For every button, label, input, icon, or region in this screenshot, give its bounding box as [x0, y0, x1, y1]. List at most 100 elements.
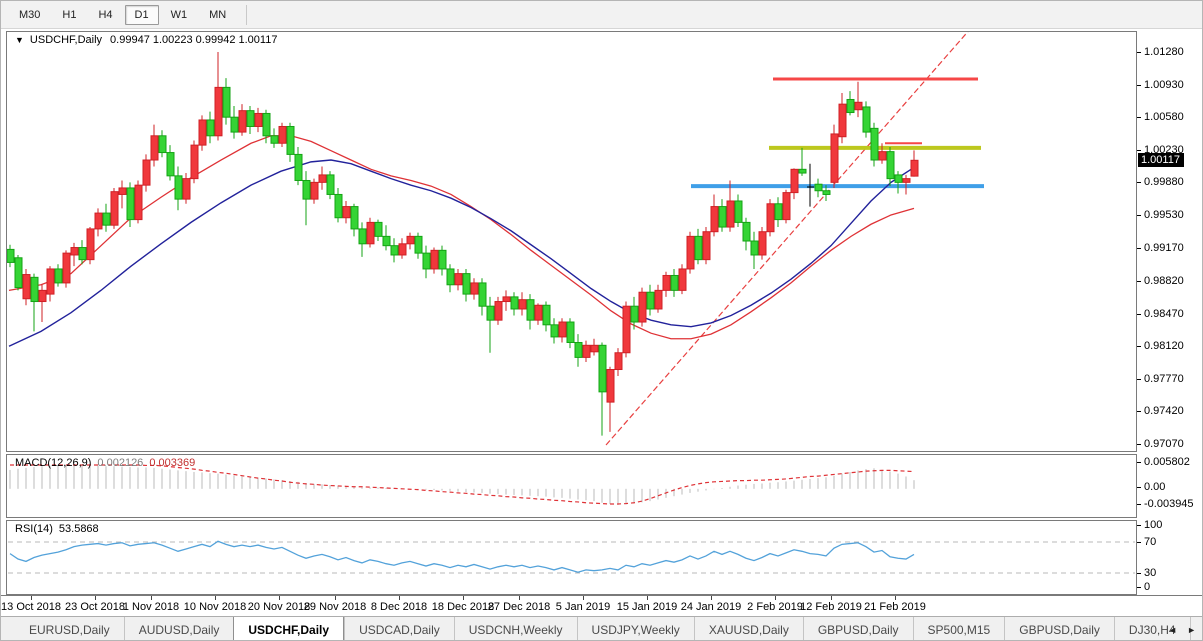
- axis-tick: [1137, 182, 1141, 183]
- timeframe-toolbar: M30 H1 H4 D1 W1 MN: [1, 1, 1202, 29]
- chart-tab-gbpusd-daily[interactable]: GBPUSD,Daily: [1004, 617, 1114, 640]
- macd-indicator-pane[interactable]: MACD(12,26,9) 0.002126 0.003369: [6, 454, 1137, 518]
- price-axis-label: 0.98120: [1144, 340, 1184, 352]
- time-axis-tick: [31, 596, 32, 600]
- rsi-indicator-pane[interactable]: RSI(14) 53.5868: [6, 520, 1137, 595]
- price-axis[interactable]: 1.01280 1.00930 1.00580 1.00230 0.99880 0.995…: [1137, 31, 1202, 595]
- time-axis-label: 23 Oct 2018: [65, 601, 125, 613]
- price-axis-label: 0.97070: [1144, 438, 1184, 450]
- axis-tick: [1137, 346, 1141, 347]
- chart-tab-usdchf-daily[interactable]: USDCHF,Daily: [233, 617, 345, 640]
- axis-tick: [1137, 573, 1141, 574]
- chart-tab-dj30-h4[interactable]: DJ30,H4: [1113, 617, 1190, 640]
- chart-dropdown-icon[interactable]: ▼: [15, 35, 24, 45]
- rsi-axis-label: 0: [1144, 581, 1151, 593]
- timeframe-button-mn[interactable]: MN: [209, 8, 227, 21]
- macd-axis-label: -0.003945: [1144, 498, 1194, 510]
- axis-tick: [1137, 542, 1141, 543]
- axis-tick: [1137, 150, 1141, 151]
- price-axis-label: 0.99170: [1144, 242, 1184, 254]
- rsi-value: 53.5868: [58, 523, 99, 535]
- macd-signal-value: 0.003369: [149, 457, 196, 469]
- chart-tab-audusd-daily[interactable]: AUDUSD,Daily: [123, 617, 234, 640]
- chart-tab-xauusd-daily[interactable]: XAUUSD,Daily: [693, 617, 803, 640]
- rsi-axis-label: 100: [1144, 519, 1163, 531]
- time-axis-label: 12 Feb 2019: [800, 601, 862, 613]
- time-axis-label: 10 Nov 2018: [183, 601, 247, 613]
- axis-tick: [1137, 248, 1141, 249]
- time-axis-label: 21 Feb 2019: [864, 601, 926, 613]
- timeframe-button-m30[interactable]: M30: [19, 8, 41, 21]
- time-axis-tick: [463, 596, 464, 600]
- macd-axis-label: 0.00: [1144, 481, 1166, 493]
- timeframe-button-h4[interactable]: H4: [98, 8, 113, 21]
- axis-tick: [1137, 462, 1141, 463]
- chart-ohlc-values: 0.99947 1.00223 0.99942 1.00117: [110, 34, 278, 46]
- axis-tick: [1137, 52, 1141, 53]
- time-axis-label: 24 Jan 2019: [680, 601, 742, 613]
- axis-tick: [1137, 411, 1141, 412]
- axis-tick: [1137, 587, 1141, 588]
- chart-tab-usdjpy-weekly[interactable]: USDJPY,Weekly: [576, 617, 694, 640]
- time-axis-tick: [831, 596, 832, 600]
- macd-signal-line: [10, 464, 915, 505]
- time-axis-tick: [711, 596, 712, 600]
- time-axis[interactable]: 13 Oct 2018 23 Oct 2018 1 Nov 2018 10 Nov 2…: [1, 595, 1202, 617]
- price-chart-pane[interactable]: ▼ USDCHF,Daily 0.99947 1.00223 0.99942 1…: [6, 31, 1137, 452]
- chart-title: ▼ USDCHF,Daily 0.99947 1.00223 0.99942 1…: [15, 34, 277, 46]
- axis-tick: [1137, 85, 1141, 86]
- rsi-chart: [8, 540, 1135, 574]
- time-axis-tick: [583, 596, 584, 600]
- time-axis-label: 13 Oct 2018: [1, 601, 61, 613]
- time-axis-tick: [519, 596, 520, 600]
- timeframe-button-d1[interactable]: D1: [124, 4, 159, 25]
- price-axis-label: 0.99880: [1144, 176, 1184, 188]
- price-axis-label: 0.98470: [1144, 308, 1184, 320]
- time-axis-tick: [215, 596, 216, 600]
- time-axis-label: 20 Nov 2018: [247, 601, 311, 613]
- time-axis-label: 15 Jan 2019: [616, 601, 678, 613]
- time-axis-tick: [335, 596, 336, 600]
- chart-tab-eurusd-daily[interactable]: EURUSD,Daily: [29, 623, 110, 637]
- candlestick-chart[interactable]: [7, 32, 1136, 451]
- price-axis-label: 1.00930: [1144, 79, 1184, 91]
- time-axis-label: 27 Dec 2018: [487, 601, 551, 613]
- axis-tick: [1137, 314, 1141, 315]
- time-axis-tick: [151, 596, 152, 600]
- timeframe-button-h1[interactable]: H1: [62, 8, 77, 21]
- candlestick-series: [7, 52, 919, 436]
- axis-tick: [1137, 444, 1141, 445]
- rsi-axis-label: 30: [1144, 567, 1157, 579]
- chart-tab-gbpusd-daily[interactable]: GBPUSD,Daily: [802, 617, 913, 640]
- time-axis-label: 29 Nov 2018: [303, 601, 367, 613]
- axis-tick: [1137, 281, 1141, 282]
- rsi-line: [9, 540, 915, 573]
- price-axis-label: 0.97420: [1144, 405, 1184, 417]
- tab-scroll-controls: ◄ ►: [1164, 618, 1200, 640]
- rsi-label: RSI(14) 53.5868: [15, 523, 99, 535]
- chart-tab-usdcnh-weekly[interactable]: USDCNH,Weekly: [453, 617, 577, 640]
- ascending-trendline[interactable]: [605, 32, 969, 446]
- timeframe-button-w1[interactable]: W1: [170, 8, 188, 21]
- axis-tick: [1137, 215, 1141, 216]
- chart-tab-bar: EURUSD,Daily AUDUSD,Daily USDCHF,Daily USDC…: [1, 616, 1202, 640]
- chart-tab-tech1[interactable]: TECH1: [1189, 617, 1202, 640]
- chart-tab-sp500-m15[interactable]: SP500,M15: [912, 617, 1005, 640]
- macd-chart: [9, 464, 915, 505]
- macd-histogram: [9, 465, 915, 505]
- tab-scroll-right-icon[interactable]: ►: [1187, 625, 1196, 635]
- time-axis-label: 2 Feb 2019: [747, 601, 803, 613]
- axis-tick: [1137, 487, 1141, 488]
- rsi-axis-label: 70: [1144, 536, 1157, 548]
- time-axis-label: 8 Dec 2018: [370, 601, 428, 613]
- axis-tick: [1137, 379, 1141, 380]
- ma-fast-line: [8, 135, 915, 340]
- time-axis-tick: [895, 596, 896, 600]
- tab-scroll-left-icon[interactable]: ◄: [1168, 625, 1178, 635]
- time-axis-label: 18 Dec 2018: [431, 601, 495, 613]
- time-axis-tick: [775, 596, 776, 600]
- chart-tab-usdcad-daily[interactable]: USDCAD,Daily: [344, 617, 454, 640]
- toolbar-separator: [246, 4, 248, 25]
- time-axis-tick: [95, 596, 96, 600]
